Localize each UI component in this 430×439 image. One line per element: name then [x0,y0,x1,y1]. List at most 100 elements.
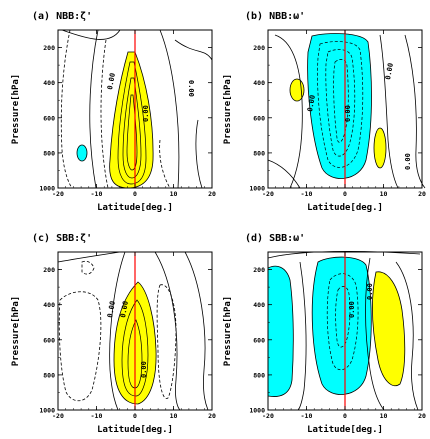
x-tick-label: 20 [208,412,216,420]
y-tick-label: 800 [253,149,265,157]
panel-b-xlabel: Latitude[deg.] [307,202,383,213]
panel-b-zero-contour [404,34,426,189]
x-tick-label: 0 [133,190,137,198]
y-tick-label: 200 [43,44,55,52]
panel-a-nbb-vorticity: (a) NBB:ζ' 0.00 0.00 0.00 [11,11,216,213]
panel-c-negative-contour [58,291,102,402]
panel-a-ylabel: Pressure[hPa] [11,74,21,144]
y-tick-label: 400 [253,79,265,87]
panel-b-zero-contour [267,159,301,189]
panel-c-positive-contour [121,299,149,397]
y-tick-label: 600 [43,336,55,344]
panel-b-plot: 0.00 0.00 0.00 0.00 [267,29,426,189]
panel-b-contour-label: 0.00 [404,153,412,170]
panel-a-negative-contour [100,39,109,189]
panel-a-xlabel: Latitude[deg.] [97,202,173,213]
x-tick-label: 0 [343,412,347,420]
y-tick-label: 600 [253,336,265,344]
panel-c-zero-contour [184,251,209,411]
panel-d-positive-fill [371,271,406,386]
panel-d-contour-label: 0.00 [366,283,374,300]
panel-a-zero-contour [195,119,203,189]
panel-d-contour-label: 0.00 [348,301,356,318]
panel-a-plot: 0.00 0.00 0.00 [57,29,213,189]
x-tick-label: 0 [133,412,137,420]
x-tick-label: -10 [301,412,313,420]
panel-a-zero-contour [159,29,180,189]
panel-b-negative-fill [307,33,372,179]
x-tick-label: 10 [170,412,178,420]
panel-d-sbb-omega: (d) SBB:ω' 0.00 0.00 -20 -10 0 10 20 200 400 60… [223,233,426,435]
panel-d-negative-contour [326,273,359,371]
x-tick-label: 20 [208,190,216,198]
panel-c-contour-label: 0.00 [140,361,148,378]
panel-d-negative-fill [311,256,372,395]
panel-c-zero-contour [154,251,181,411]
panel-a-zero-contour [89,29,99,189]
panel-c-plot: 0.00 0.00 0.00 [57,251,213,411]
panel-a-zero-contour [174,39,213,61]
panel-b-nbb-omega: (b) NBB:ω' 0.00 0.00 0.00 0.00 -20 -10 0 10… [223,11,426,213]
panel-b-negative-contour [325,49,356,157]
panel-a-positive-contour [126,94,138,171]
panel-d-zero-contour [365,257,385,411]
panel-d-xlabel: Latitude[deg.] [307,424,383,435]
y-tick-label: 200 [253,44,265,52]
y-tick-label: 400 [43,301,55,309]
x-tick-label: -10 [91,190,103,198]
panel-d-zero-contour [297,261,307,411]
panel-a-zero-contour [61,29,121,40]
x-tick-label: -10 [91,412,103,420]
panel-c-contour-label: 0.00 [119,300,130,318]
x-tick-label: -20 [52,412,64,420]
x-tick-label: 0 [343,190,347,198]
panel-c-axes: -20 -10 0 10 20 200 400 600 800 1000 [39,251,216,420]
panel-b-contour-label: 0.00 [384,62,395,80]
panel-a-negative-contour [159,139,171,189]
y-tick-label: 1000 [39,185,55,193]
panel-a-negative-fill [76,144,88,162]
x-tick-label: 10 [380,190,388,198]
panel-c-negative-contour [156,284,177,399]
panel-b-zero-contour [274,34,303,189]
panel-d-title: (d) SBB:ω' [245,233,305,244]
panel-c-zero-contour [57,251,121,263]
x-tick-label: 10 [380,412,388,420]
y-tick-label: 600 [253,114,265,122]
x-tick-label: 20 [418,190,426,198]
panel-b-negative-contour [317,41,364,168]
panel-c-sbb-vorticity: (c) SBB:ζ' 0.00 0.00 0.00 -20 -10 0 10 20 200… [11,233,216,435]
x-tick-label: -20 [262,190,274,198]
y-tick-label: 600 [43,114,55,122]
y-tick-label: 1000 [249,185,265,193]
panel-d-axes: -20 -10 0 10 20 200 400 600 800 1000 [249,251,426,420]
panel-c-contour-label: 0.00 [106,300,117,318]
panel-a-contour-label: 0.00 [106,72,117,90]
panel-b-axes: -20 -10 0 10 20 200 400 600 800 1000 [249,29,426,198]
y-tick-label: 200 [43,266,55,274]
panel-b-title: (b) NBB:ω' [245,11,305,22]
panel-a-negative-contour [60,29,73,189]
panel-c-xlabel: Latitude[deg.] [97,424,173,435]
y-tick-label: 200 [253,266,265,274]
panel-d-plot: 0.00 0.00 [267,250,423,411]
x-tick-label: 10 [170,190,178,198]
x-tick-label: -20 [262,412,274,420]
x-tick-label: 20 [418,412,426,420]
y-tick-label: 800 [43,149,55,157]
y-tick-label: 1000 [249,407,265,415]
x-tick-label: -10 [301,190,313,198]
panel-b-ylabel: Pressure[hPa] [223,74,233,144]
panel-b-zero-contour [379,34,399,189]
x-tick-label: -20 [52,190,64,198]
panel-a-contour-label: 0.00 [187,80,195,97]
y-tick-label: 800 [253,371,265,379]
panel-a-positive-contour [122,77,142,179]
panel-a-positive-contour [117,61,147,185]
y-tick-label: 1000 [39,407,55,415]
panel-a-contour-label: 0.00 [142,105,150,122]
y-tick-label: 800 [43,371,55,379]
panel-b-contour-label: 0.00 [344,105,352,122]
panel-a-title: (a) NBB:ζ' [32,11,92,22]
